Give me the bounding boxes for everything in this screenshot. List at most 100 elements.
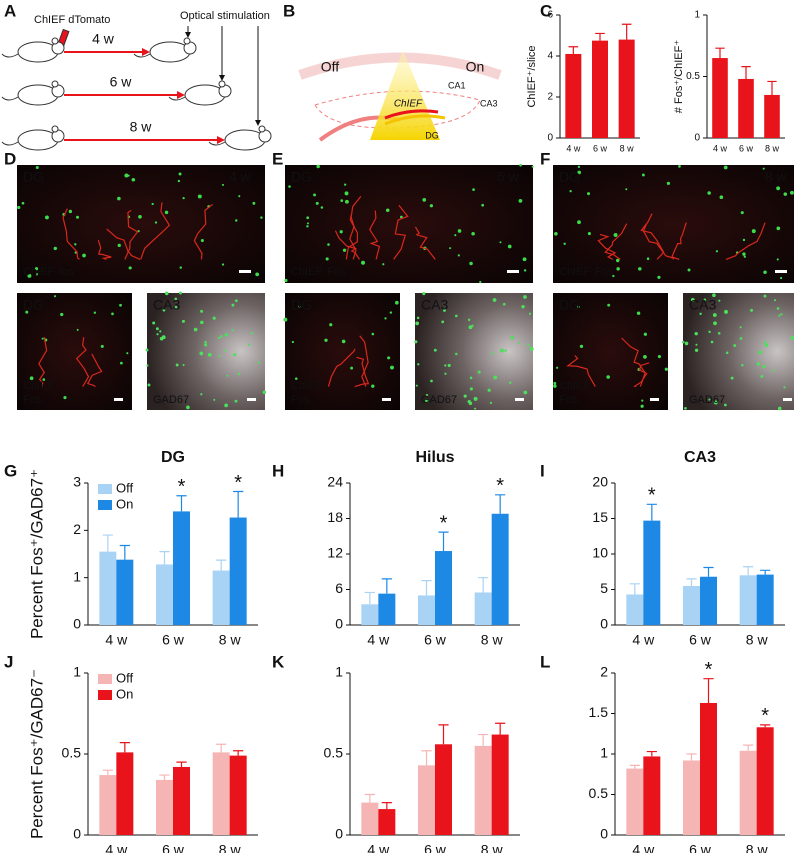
bar — [378, 593, 396, 625]
fos-dot — [306, 216, 310, 220]
bar — [156, 779, 173, 835]
fos-dot — [138, 214, 142, 219]
bar — [643, 520, 661, 625]
bar — [99, 775, 117, 835]
panel-letter: J — [4, 652, 13, 671]
bar — [156, 564, 173, 625]
micrograph — [17, 293, 132, 410]
fos-dot — [457, 254, 460, 257]
y-tick-label: 0 — [600, 616, 608, 632]
fos-dot — [612, 274, 615, 278]
x-tick-label: 8 w — [219, 842, 242, 853]
bar — [491, 513, 509, 625]
fos-dot — [469, 376, 473, 380]
region-label: CA3 — [421, 297, 448, 313]
fos-dot — [783, 192, 788, 196]
neuron — [38, 337, 48, 387]
region-label: CA3 — [153, 297, 180, 313]
fos-dot — [563, 242, 566, 245]
fos-dot — [324, 338, 328, 342]
bar — [764, 94, 780, 138]
fos-dot — [288, 185, 291, 188]
fos-dot — [75, 215, 80, 219]
fos-dot — [684, 341, 689, 346]
error-bar — [364, 591, 375, 605]
fos-dot — [707, 191, 711, 195]
fos-dot — [175, 363, 179, 367]
fos-dot — [690, 297, 695, 302]
neuron — [86, 353, 103, 388]
fos-dot — [164, 291, 169, 296]
significance-star: * — [648, 485, 656, 507]
fos-dot — [164, 210, 169, 215]
bar — [173, 766, 190, 835]
fos-dot — [487, 388, 491, 392]
fos-dot — [455, 352, 458, 356]
fos-dot — [523, 295, 527, 299]
x-tick-label: 4 w — [105, 842, 128, 853]
y-tick-label: 6 — [547, 10, 553, 21]
fos-dot — [306, 222, 309, 225]
mouse-tail — [208, 141, 226, 146]
fos-dot — [384, 317, 387, 320]
error-bar — [767, 80, 777, 95]
fos-dot — [235, 219, 238, 222]
neuron — [140, 202, 171, 260]
y-tick-label: 18 — [327, 509, 343, 525]
neuron — [369, 210, 381, 260]
legend-swatch — [98, 484, 112, 494]
fos-dot — [199, 351, 204, 356]
error-bar — [760, 569, 771, 575]
bar — [212, 752, 230, 835]
fos-dot — [712, 313, 717, 317]
arrow-head — [185, 32, 191, 38]
neuron — [604, 223, 628, 260]
bar — [378, 809, 396, 835]
fos-dot — [577, 165, 581, 169]
chart-title: DG — [161, 449, 185, 466]
fos-dot — [131, 177, 136, 182]
fos-dot — [523, 390, 528, 395]
bar — [565, 53, 582, 139]
age-label: 4 w — [92, 31, 115, 47]
y-tick-label: 0 — [335, 826, 343, 842]
bar — [116, 559, 134, 625]
fos-dot — [119, 361, 123, 365]
bar — [626, 768, 644, 835]
region-label: DG — [23, 169, 44, 185]
fos-dot — [74, 243, 77, 246]
fos-dot — [193, 327, 198, 332]
fos-dot — [764, 343, 769, 348]
fos-dot — [454, 314, 458, 318]
fos-dot — [778, 314, 781, 317]
fos-dot — [29, 376, 34, 381]
fos-dot — [145, 348, 149, 352]
y-tick-label: 1 — [335, 664, 343, 680]
fos-dot — [231, 303, 235, 307]
mouse-tail — [1, 141, 19, 146]
fos-dot — [463, 394, 467, 398]
fos-dot — [387, 356, 391, 360]
fos-dot — [523, 269, 527, 272]
fos-dot — [60, 312, 64, 317]
fos-dot — [457, 229, 462, 233]
neuron — [349, 196, 362, 260]
fos-dot — [385, 208, 390, 213]
fos-dot — [179, 291, 182, 295]
y-tick-label: 0 — [73, 826, 81, 842]
y-tick-label: 0 — [335, 616, 343, 632]
fos-dot — [694, 331, 698, 336]
fos-dot — [174, 305, 178, 309]
bar — [700, 702, 717, 835]
y-tick-label: 0.5 — [324, 745, 344, 761]
mouse-tail — [168, 96, 186, 101]
fos-dot — [371, 384, 375, 388]
bar — [435, 744, 452, 835]
legend-label: On — [116, 496, 133, 511]
fos-dot — [221, 263, 225, 266]
error-bar — [595, 32, 605, 41]
region-label: DG — [23, 297, 44, 313]
fos-dot — [481, 203, 485, 207]
fos-dot — [553, 384, 557, 388]
